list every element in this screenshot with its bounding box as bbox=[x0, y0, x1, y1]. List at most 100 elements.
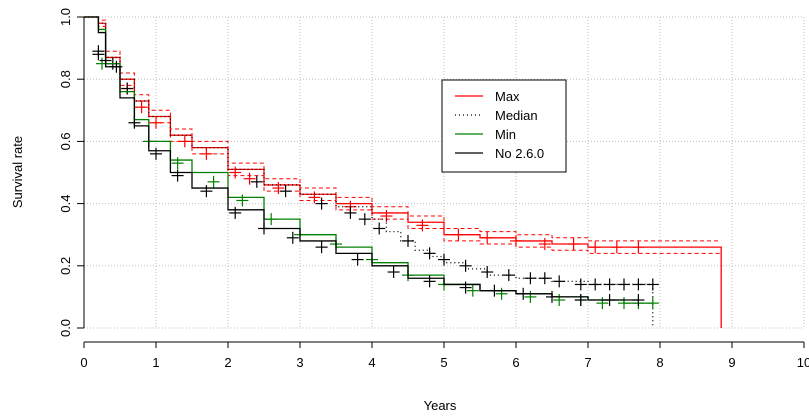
censor-mark bbox=[538, 238, 551, 251]
censor-mark bbox=[229, 166, 242, 179]
x-axis-title: Years bbox=[424, 398, 457, 413]
grid bbox=[83, 16, 805, 329]
censor-mark bbox=[99, 54, 112, 67]
censor-mark bbox=[459, 281, 472, 294]
y-tick-label: 1.0 bbox=[58, 8, 73, 26]
censor-mark bbox=[135, 101, 148, 114]
series-ci-line bbox=[84, 16, 722, 242]
censor-mark bbox=[481, 231, 494, 244]
censor-mark bbox=[229, 206, 242, 219]
censor-mark bbox=[618, 278, 630, 291]
censor-mark bbox=[92, 45, 105, 58]
censor-mark bbox=[286, 231, 299, 244]
legend-label: No 2.6.0 bbox=[495, 146, 544, 161]
censor-mark bbox=[495, 287, 508, 300]
x-tick-label: 5 bbox=[440, 355, 447, 370]
x-tick-label: 4 bbox=[368, 355, 375, 370]
x-tick-label: 9 bbox=[728, 355, 735, 370]
censor-mark bbox=[265, 213, 278, 226]
censor-mark bbox=[524, 272, 537, 285]
y-tick-label: 0.6 bbox=[58, 132, 73, 150]
censor-mark bbox=[589, 278, 602, 291]
censor-mark bbox=[423, 275, 436, 288]
censor-mark bbox=[315, 197, 328, 210]
censor-mark bbox=[538, 272, 551, 285]
censor-mark bbox=[574, 294, 587, 307]
censor-mark bbox=[258, 222, 270, 235]
legend-label: Min bbox=[495, 127, 516, 142]
series-ci-line bbox=[84, 16, 722, 254]
censor-mark bbox=[402, 234, 414, 247]
legend-label: Max bbox=[495, 89, 520, 104]
y-axis-title: Survival rate bbox=[10, 136, 25, 208]
censor-mark bbox=[128, 116, 141, 129]
censor-mark bbox=[546, 290, 558, 303]
censor-mark bbox=[200, 147, 213, 160]
x-tick-label: 7 bbox=[584, 355, 591, 370]
x-tick-label: 0 bbox=[80, 355, 87, 370]
x-tick-label: 6 bbox=[512, 355, 519, 370]
x-tick-label: 2 bbox=[224, 355, 231, 370]
axes: 0 1 2 3 4 5 6 7 8 9 10 0.0 0.2 0.4 0.6 0.8 1.0 bbox=[58, 8, 809, 370]
censor-mark bbox=[459, 259, 472, 272]
legend-label: Median bbox=[495, 108, 538, 123]
censor-mark bbox=[171, 169, 184, 182]
censor-mark bbox=[250, 175, 263, 188]
censor-mark bbox=[524, 290, 537, 303]
censor-mark bbox=[121, 82, 134, 95]
censor-mark bbox=[574, 278, 587, 291]
censor-mark bbox=[416, 219, 429, 232]
censor-mark bbox=[351, 253, 364, 266]
censor-mark bbox=[387, 266, 400, 279]
censor-mark bbox=[150, 116, 162, 129]
censor-mark bbox=[358, 213, 371, 226]
censor-mark bbox=[178, 135, 191, 148]
censor-mark bbox=[553, 294, 566, 307]
censor-mark bbox=[603, 278, 616, 291]
censor-mark bbox=[632, 241, 645, 254]
censor-mark bbox=[452, 228, 465, 241]
y-tick-label: 0.8 bbox=[58, 70, 73, 88]
censor-mark bbox=[488, 284, 501, 297]
legend-box bbox=[441, 79, 567, 173]
y-tick-label: 0.4 bbox=[58, 195, 73, 213]
censor-mark bbox=[646, 297, 659, 310]
censor-mark bbox=[438, 253, 450, 266]
censor-mark bbox=[510, 234, 522, 247]
censor-mark bbox=[589, 241, 602, 254]
censor-mark bbox=[243, 172, 256, 185]
censor-mark bbox=[315, 241, 328, 254]
censor-mark bbox=[308, 191, 321, 204]
censor-mark bbox=[373, 222, 386, 235]
censor-mark bbox=[646, 278, 659, 291]
censor-mark bbox=[502, 269, 515, 282]
series-max bbox=[84, 16, 722, 328]
censor-mark bbox=[596, 297, 609, 310]
x-tick-label: 10 bbox=[797, 355, 809, 370]
censor-mark bbox=[423, 247, 436, 260]
censor-mark bbox=[380, 210, 393, 223]
censor-mark bbox=[466, 284, 479, 297]
series-no-2-6-0 bbox=[84, 16, 645, 307]
series-line bbox=[84, 16, 654, 328]
censor-mark bbox=[150, 147, 162, 160]
x-tick-label: 8 bbox=[656, 355, 663, 370]
censor-mark bbox=[200, 185, 213, 198]
censor-mark bbox=[603, 294, 616, 307]
x-tick-label: 3 bbox=[296, 355, 303, 370]
censor-mark bbox=[517, 287, 530, 300]
censor-mark bbox=[610, 241, 623, 254]
censor-mark bbox=[567, 238, 580, 251]
censor-mark bbox=[207, 175, 220, 188]
censor-mark bbox=[236, 194, 249, 207]
censor-mark bbox=[110, 60, 123, 73]
series-line bbox=[84, 16, 639, 301]
series-line bbox=[84, 16, 653, 304]
censor-mark bbox=[344, 206, 357, 219]
censor-mark bbox=[632, 294, 645, 307]
censor-mark bbox=[553, 275, 566, 288]
series-layer bbox=[84, 16, 722, 328]
y-tick-label: 0.0 bbox=[58, 319, 73, 337]
censor-mark bbox=[481, 266, 494, 279]
